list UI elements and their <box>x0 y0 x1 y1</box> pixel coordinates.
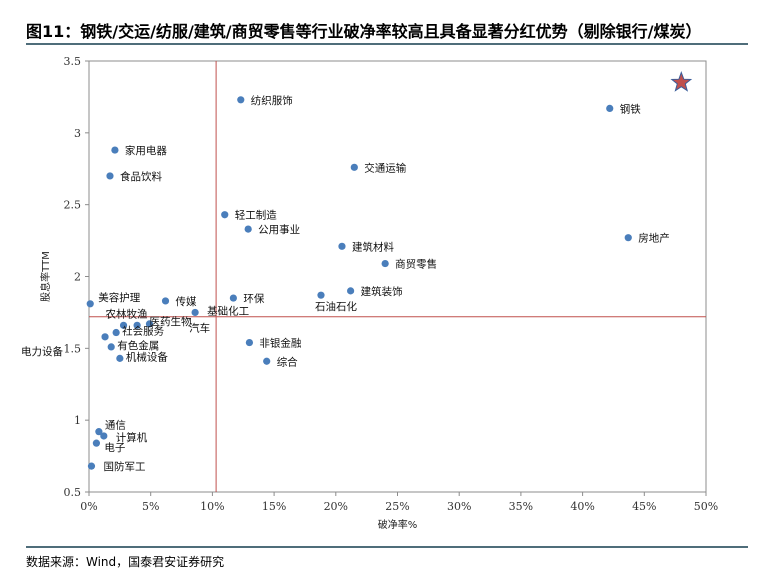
point-label: 食品饮料 <box>120 170 162 183</box>
point-label: 房地产 <box>638 232 670 245</box>
highlight-star <box>670 71 693 92</box>
x-axis-title: 破净率% <box>378 518 418 531</box>
point-label: 汽车 <box>189 321 210 334</box>
point-label: 家用电器 <box>125 144 167 157</box>
point-label: 商贸零售 <box>395 258 437 271</box>
point-label: 社会服务 <box>122 325 164 338</box>
point-label: 石油石化 <box>315 300 357 313</box>
x-tick-label: 50% <box>694 500 718 513</box>
data-point <box>119 321 128 329</box>
point-label: 农林牧渔 <box>106 307 148 320</box>
data-point <box>92 439 101 447</box>
point-label: 综合 <box>277 355 298 368</box>
x-tick-label: 45% <box>632 500 656 513</box>
top-rule <box>26 43 748 45</box>
data-point <box>95 428 103 436</box>
point-label: 电子 <box>104 441 125 454</box>
point-label: 国防军工 <box>103 460 145 473</box>
point-label: 电力设备 <box>21 345 63 358</box>
data-point <box>161 297 170 305</box>
y-tick-label: 3.5 <box>64 55 82 68</box>
point-label: 通信 <box>105 420 126 432</box>
data-point <box>245 338 254 347</box>
data-point <box>116 354 124 362</box>
source-note: 数据来源：Wind，国泰君安证券研究 <box>26 555 225 569</box>
data-point <box>100 432 108 440</box>
x-tick-label: 10% <box>200 500 224 513</box>
data-point <box>191 308 199 317</box>
data-point <box>133 321 141 329</box>
chart-title: 图11：钢铁/交运/纺服/建筑/商贸零售等行业破净率较高且具备显著分红优势（剔除… <box>26 22 702 41</box>
data-point <box>263 357 271 365</box>
y-tick-label: 1.5 <box>64 342 82 355</box>
point-label: 计算机 <box>116 431 148 444</box>
point-label: 美容护理 <box>98 291 140 304</box>
x-tick-label: 15% <box>262 500 286 513</box>
data-point <box>86 300 94 308</box>
data-point <box>317 291 325 299</box>
point-label: 钢铁 <box>620 102 641 115</box>
y-tick-label: 2.5 <box>64 199 82 212</box>
y-tick-label: 1 <box>74 414 81 427</box>
point-label: 纺织服饰 <box>251 94 293 107</box>
y-tick-label: 0.5 <box>64 486 82 499</box>
point-label: 建筑材料 <box>352 240 394 253</box>
data-point <box>244 225 252 233</box>
point-label: 机械设备 <box>126 350 168 363</box>
y-tick-label: 3 <box>74 127 81 140</box>
data-point <box>381 259 389 268</box>
data-point <box>101 333 109 341</box>
point-label: 有色金属 <box>117 339 159 352</box>
x-tick-label: 0% <box>80 500 97 513</box>
point-label: 建筑装饰 <box>361 285 403 298</box>
x-tick-label: 20% <box>324 500 348 513</box>
point-label: 环保 <box>243 292 264 305</box>
data-point <box>338 242 346 250</box>
x-tick-label: 30% <box>447 500 471 513</box>
y-tick-label: 2 <box>74 271 81 284</box>
data-point <box>87 462 96 470</box>
point-label: 非银金融 <box>259 337 301 350</box>
data-point <box>106 172 114 180</box>
x-tick-label: 25% <box>385 500 409 513</box>
bottom-rule <box>26 546 748 548</box>
data-point <box>221 211 229 219</box>
data-point <box>350 163 358 171</box>
point-label: 交通运输 <box>364 161 406 174</box>
point-label: 基础化工 <box>207 304 249 317</box>
point-label: 轻工制造 <box>235 209 277 222</box>
data-point <box>145 320 154 328</box>
y-axis-title: 股息率TTM <box>39 251 52 302</box>
data-point <box>112 328 120 337</box>
point-label: 公用事业 <box>258 223 300 236</box>
x-tick-label: 40% <box>570 500 594 513</box>
point-label: 传媒 <box>176 295 197 308</box>
data-point <box>606 104 614 113</box>
point-label: 医药生物 <box>149 315 191 328</box>
data-point <box>229 294 237 302</box>
x-tick-label: 5% <box>142 500 159 513</box>
x-tick-label: 35% <box>509 500 533 513</box>
data-point <box>237 96 245 104</box>
data-point <box>624 234 632 242</box>
data-point <box>111 146 119 154</box>
data-point <box>347 287 355 295</box>
plot-frame <box>88 60 707 493</box>
data-point <box>107 343 115 351</box>
